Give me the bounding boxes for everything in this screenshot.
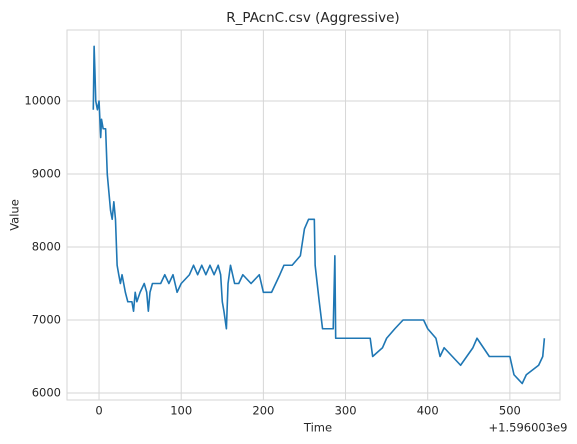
x-tick-label: 400 [417,404,439,418]
y-tick-label: 8000 [32,240,61,254]
x-tick-label: 300 [335,404,357,418]
plot-frame [66,29,561,401]
x-offset-label: +1.596003e9 [489,421,568,435]
x-tick-label: 500 [499,404,521,418]
y-tick-label: 9000 [32,167,61,181]
y-axis-label: Value [8,199,22,231]
y-tick-label: 10000 [24,94,61,108]
y-tick-label: 6000 [32,385,61,399]
x-axis-label: Time [303,421,332,435]
y-tick-label: 7000 [32,313,61,327]
x-tick-label: 100 [170,404,192,418]
data-line [92,45,546,385]
chart-title: R_PAcnC.csv (Aggressive) [226,10,399,26]
x-tick-label: 0 [95,404,102,418]
x-tick-label: 200 [252,404,274,418]
